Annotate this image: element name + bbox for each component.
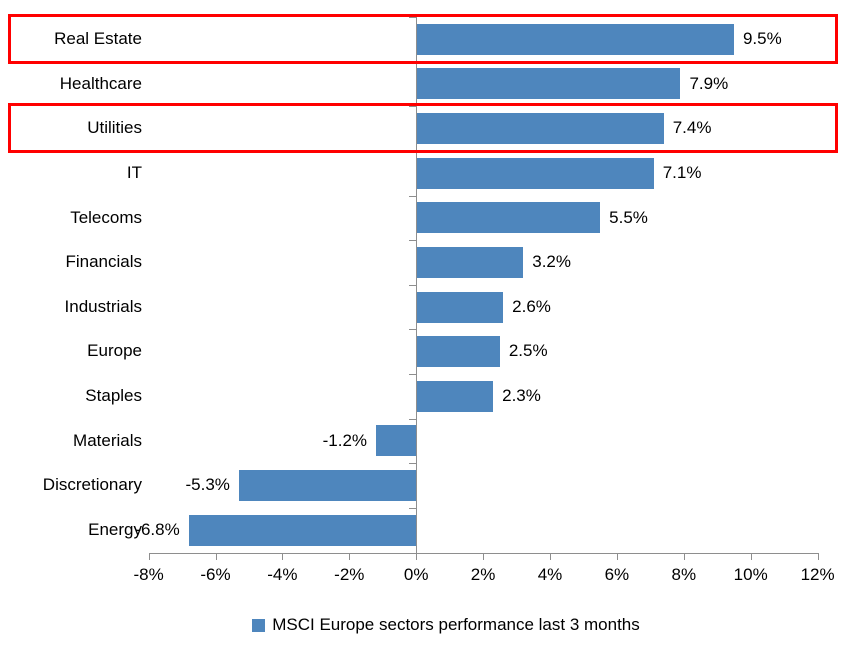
y-axis-tick	[409, 374, 417, 375]
bar	[416, 157, 654, 189]
value-label: -1.2%	[322, 430, 368, 450]
bar	[376, 425, 417, 457]
value-label: 2.6%	[512, 296, 551, 316]
x-axis-tick	[817, 552, 819, 560]
value-label: 7.9%	[689, 73, 729, 93]
bar	[416, 23, 734, 55]
x-axis-tick-label: 4%	[537, 564, 563, 584]
bar	[416, 113, 664, 145]
value-label: -5.3%	[185, 475, 230, 495]
y-axis-tick	[409, 195, 417, 197]
bar	[416, 336, 500, 368]
value-label: 9.5%	[742, 29, 782, 48]
y-axis-tick	[409, 463, 417, 465]
highlight-box-utilities	[8, 102, 838, 154]
bar	[416, 380, 494, 412]
bar	[416, 246, 524, 278]
value-label: 2.5%	[508, 341, 548, 361]
x-axis-tick-label: 2%	[470, 564, 496, 584]
x-axis-tick	[282, 552, 284, 560]
x-axis-tick	[683, 552, 685, 560]
category-label: Real Estate	[54, 29, 142, 48]
x-axis-tick	[215, 552, 217, 560]
category-label: Energy	[88, 519, 142, 539]
value-label: 5.5%	[609, 207, 648, 227]
legend-entry: MSCI Europe sectors performance last 3 m…	[252, 615, 640, 635]
y-axis-tick	[409, 284, 417, 286]
value-label: 7.1%	[662, 162, 702, 182]
x-axis-tick	[550, 552, 551, 560]
value-label: 7.4%	[672, 118, 712, 138]
x-axis-tick-label: 0%	[403, 564, 429, 584]
category-label: Europe	[87, 341, 142, 361]
category-label: IT	[126, 162, 142, 182]
legend: MSCI Europe sectors performance last 3 m…	[0, 612, 852, 638]
y-axis-line	[416, 17, 418, 553]
x-axis-tick-label: 12%	[800, 564, 835, 584]
bar	[416, 291, 504, 323]
bar	[416, 202, 601, 234]
category-label: Staples	[85, 386, 142, 405]
x-axis-tick-label: -8%	[133, 564, 164, 584]
value-label: -6.8%	[135, 519, 180, 539]
x-axis-tick	[349, 552, 351, 560]
y-axis-tick	[409, 552, 417, 554]
highlight-box-real-estate	[8, 13, 838, 65]
x-axis-tick	[483, 552, 485, 560]
x-axis-tick	[416, 552, 418, 560]
x-axis-tick	[616, 552, 618, 560]
x-axis-tick-label: -6%	[200, 564, 231, 584]
bar	[188, 514, 417, 546]
category-label: Materials	[73, 430, 142, 450]
x-axis-tick-label: 10%	[733, 564, 768, 584]
x-axis-tick-label: -2%	[334, 564, 365, 584]
value-label: 2.3%	[502, 386, 541, 405]
y-axis-tick	[409, 418, 417, 420]
x-axis-tick-label: 8%	[671, 564, 697, 584]
category-label: Discretionary	[42, 475, 142, 495]
category-label: Industrials	[64, 296, 142, 316]
bar	[416, 68, 681, 100]
x-axis-tick-label: 6%	[604, 564, 630, 584]
x-axis-tick	[750, 552, 752, 560]
y-axis-tick	[409, 17, 417, 18]
category-label: Financials	[65, 252, 142, 272]
y-axis-tick	[409, 240, 417, 242]
y-axis-tick	[409, 329, 417, 331]
value-label: 3.2%	[532, 252, 571, 272]
bar	[238, 470, 417, 502]
category-label: Telecoms	[70, 207, 142, 227]
x-axis-tick	[148, 552, 150, 560]
legend-label: MSCI Europe sectors performance last 3 m…	[272, 615, 640, 634]
category-label: Utilities	[87, 118, 142, 138]
y-axis-tick	[409, 507, 417, 509]
y-axis-tick	[409, 106, 417, 108]
category-label: Healthcare	[59, 73, 142, 93]
legend-marker-square-icon	[252, 618, 266, 632]
x-axis-tick-label: -4%	[267, 564, 298, 584]
